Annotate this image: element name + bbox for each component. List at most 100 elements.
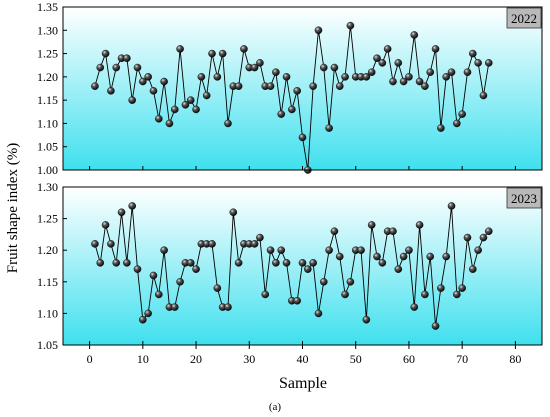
y-axis-label: Fruit shape index (%) bbox=[5, 143, 21, 273]
data-point bbox=[112, 63, 121, 72]
data-point bbox=[144, 309, 152, 318]
data-point bbox=[314, 26, 323, 35]
data-point bbox=[282, 73, 291, 81]
data-point bbox=[378, 259, 387, 267]
data-point bbox=[431, 45, 440, 53]
data-point bbox=[123, 54, 131, 63]
data-point bbox=[410, 31, 419, 39]
data-point bbox=[325, 124, 333, 132]
data-point bbox=[176, 277, 184, 286]
data-point bbox=[154, 290, 163, 299]
data-point bbox=[341, 73, 349, 81]
data-point bbox=[298, 133, 307, 142]
data-point bbox=[399, 77, 408, 86]
data-point bbox=[325, 246, 333, 254]
data-point bbox=[224, 303, 232, 311]
data-point bbox=[383, 45, 392, 53]
data-point bbox=[394, 265, 403, 273]
data-point bbox=[213, 73, 222, 81]
data-point bbox=[458, 110, 466, 118]
data-point bbox=[256, 59, 264, 67]
data-point bbox=[154, 114, 163, 123]
data-point bbox=[186, 96, 195, 104]
data-point bbox=[479, 91, 488, 100]
y-tick-label: 1.20 bbox=[37, 243, 58, 257]
y-tick-label: 1.25 bbox=[37, 47, 58, 61]
data-point bbox=[288, 105, 296, 114]
data-point bbox=[144, 73, 152, 81]
data-point bbox=[139, 77, 147, 86]
data-point bbox=[293, 87, 301, 95]
panel-label-box bbox=[506, 187, 542, 209]
data-point bbox=[192, 265, 200, 273]
x-tick-label: 40 bbox=[297, 352, 309, 366]
data-point bbox=[346, 277, 355, 286]
data-point bbox=[234, 82, 243, 90]
data-point bbox=[410, 303, 419, 311]
plot-frame bbox=[62, 6, 543, 171]
data-point bbox=[373, 54, 381, 63]
data-point bbox=[362, 73, 371, 81]
data-point bbox=[469, 49, 477, 58]
x-tick-label: 50 bbox=[350, 352, 362, 366]
x-axis: 0 10 20 30 40 50 60 70 80 bbox=[87, 345, 521, 366]
y-tick-label: 1.10 bbox=[37, 116, 58, 130]
data-point bbox=[405, 246, 413, 254]
data-point bbox=[96, 63, 105, 72]
x-tick-label: 20 bbox=[190, 352, 202, 366]
y-tick-label: 1.00 bbox=[37, 163, 58, 177]
x-tick-label: 10 bbox=[137, 352, 149, 366]
x-tick-label: 0 bbox=[87, 352, 93, 366]
data-point bbox=[298, 259, 307, 267]
data-point bbox=[176, 45, 184, 53]
data-point bbox=[458, 284, 466, 292]
data-point bbox=[229, 208, 238, 217]
data-point bbox=[170, 105, 179, 114]
data-point bbox=[453, 119, 461, 128]
y-tick-label: 1.35 bbox=[37, 0, 58, 14]
data-point bbox=[256, 233, 264, 242]
data-point bbox=[431, 322, 440, 330]
data-point bbox=[389, 77, 397, 86]
data-point bbox=[91, 240, 99, 248]
data-point bbox=[170, 303, 179, 311]
data-point bbox=[346, 21, 355, 30]
data-point bbox=[335, 252, 344, 261]
data-point bbox=[474, 59, 482, 67]
data-point bbox=[272, 259, 280, 267]
data-point bbox=[250, 63, 259, 72]
data-point bbox=[421, 82, 429, 90]
data-point bbox=[192, 105, 200, 114]
panel-label-box bbox=[506, 7, 542, 29]
data-point bbox=[362, 315, 371, 324]
data-point bbox=[133, 265, 142, 273]
x-axis-label: Sample bbox=[279, 375, 327, 392]
data-point bbox=[208, 240, 216, 248]
data-point bbox=[474, 246, 482, 254]
plot-background bbox=[63, 7, 542, 170]
data-point bbox=[442, 252, 451, 261]
data-point bbox=[123, 259, 131, 267]
figure-caption: (a) bbox=[269, 401, 282, 413]
data-point bbox=[202, 91, 211, 100]
data-point bbox=[149, 87, 158, 95]
data-point bbox=[463, 233, 472, 242]
data-point bbox=[367, 221, 376, 229]
y-tick-label: 1.15 bbox=[37, 275, 58, 289]
data-point bbox=[373, 252, 381, 261]
data-point bbox=[447, 68, 456, 76]
data-point bbox=[107, 87, 115, 95]
data-point bbox=[437, 284, 445, 292]
data-point bbox=[91, 82, 99, 90]
data-point bbox=[277, 246, 286, 254]
data-point bbox=[101, 221, 110, 229]
data-point bbox=[234, 259, 243, 267]
data-point bbox=[426, 252, 435, 261]
data-point bbox=[240, 45, 248, 53]
data-point bbox=[160, 77, 168, 86]
data-point bbox=[101, 49, 110, 58]
data-point bbox=[128, 202, 136, 210]
y-tick-label: 1.10 bbox=[37, 306, 58, 320]
data-point bbox=[165, 119, 174, 128]
